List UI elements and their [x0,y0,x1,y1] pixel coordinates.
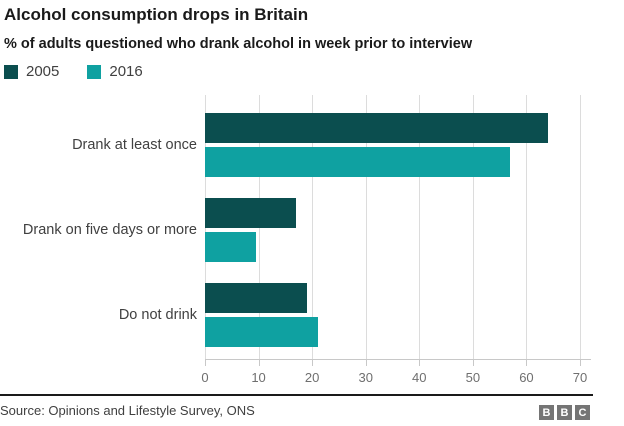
gridline [312,95,314,359]
category-label: Do not drink [118,307,197,323]
x-axis-tick [365,359,367,366]
x-axis-tick [312,359,314,366]
x-axis-tick [205,359,206,366]
gridline [580,95,581,359]
gridline [419,95,421,359]
legend-label-2005: 2005 [26,63,60,80]
x-axis-tick [526,359,528,366]
bar-2016-0 [205,147,511,177]
bar-2016-1 [205,232,256,262]
x-axis-tick-label: 0 [201,370,209,385]
x-axis-tick-label: 30 [358,370,373,385]
bbc-logo-letter-0: B [539,405,554,420]
source-note: Source: Opinions and Lifestyle Survey, O… [0,403,255,418]
x-axis-line [205,359,591,360]
x-axis-tick [472,359,474,366]
legend-swatch-2016 [87,64,102,79]
bar-chart-plot-area: 0 10 20 30 40 50 60 70 Drank at least once Drank … [0,95,624,390]
bbc-logo-letter-1: B [557,405,572,420]
x-axis-tick-label: 10 [251,370,266,385]
gridline [472,95,474,359]
x-axis-tick-label: 70 [572,370,588,385]
bar-2005-0 [205,113,548,143]
legend: 2005 2016 [4,63,143,80]
gridline [365,95,367,359]
x-axis-tick-label: 20 [304,370,320,385]
legend-item-2005: 2005 [4,63,59,80]
x-axis-tick-label: 40 [412,370,427,385]
chart-title: Alcohol consumption drops in Britain [4,5,309,24]
x-axis-tick [419,359,421,366]
bar-2016-2 [205,317,318,347]
x-axis-tick [580,359,581,366]
legend-label-2016: 2016 [109,63,143,80]
bar-2005-2 [205,283,307,313]
x-axis-tick [258,359,260,366]
bar-2005-1 [205,198,297,228]
x-axis-tick-label: 50 [465,370,481,385]
gridline [526,95,528,359]
legend-item-2016: 2016 [87,63,143,80]
category-label: Drank at least once [72,137,197,153]
category-label: Drank on five days or more [22,222,197,238]
x-axis-tick-label: 60 [519,370,534,385]
chart-subtitle: % of adults questioned who drank alcohol… [4,36,473,52]
legend-swatch-2005 [4,64,18,79]
footer-divider [0,394,593,396]
bbc-logo-letter-2: C [575,405,590,420]
